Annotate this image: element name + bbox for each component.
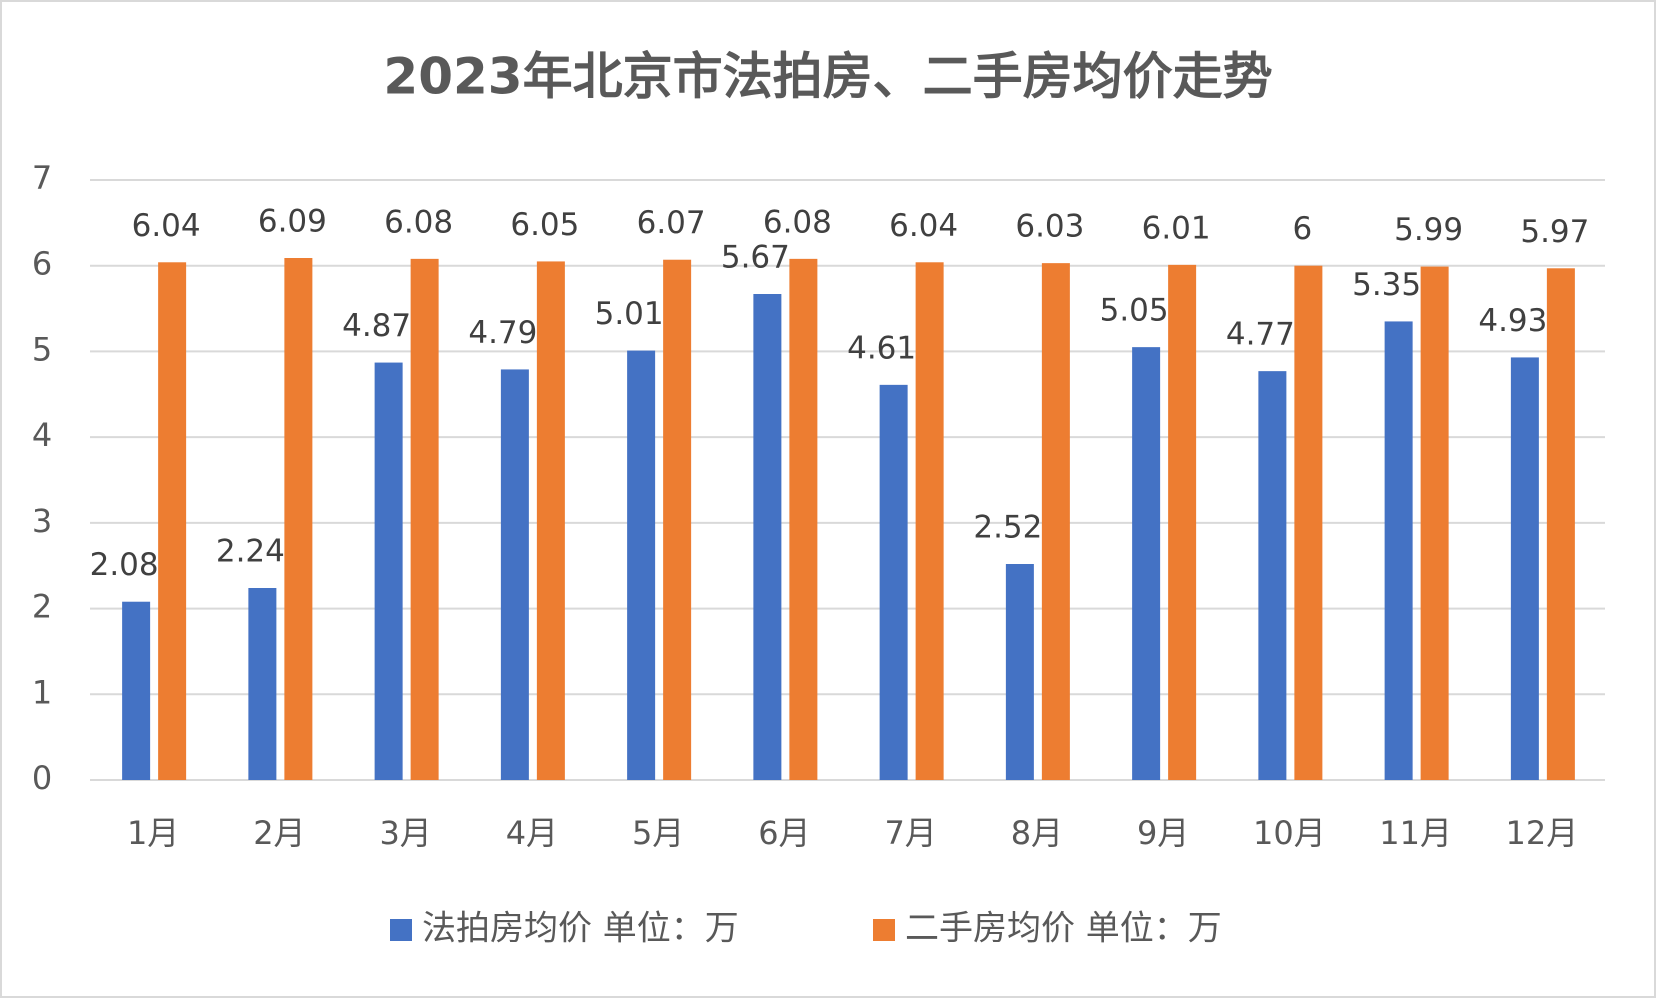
bar [1546, 268, 1575, 780]
value-label: 4.61 [847, 330, 916, 366]
value-label: 4.77 [1226, 317, 1295, 353]
value-label: 6.08 [763, 204, 832, 240]
value-label: 4.79 [468, 315, 537, 351]
value-label: 5.97 [1520, 214, 1589, 250]
bar [1132, 347, 1161, 780]
x-tick-label: 2月 [253, 814, 305, 852]
bar [248, 588, 277, 780]
y-tick-label: 7 [32, 159, 52, 197]
bar [158, 262, 187, 780]
value-label: 2.24 [216, 534, 285, 570]
bar [1294, 265, 1323, 780]
value-label: 6.09 [258, 204, 327, 240]
y-tick-label: 4 [32, 416, 52, 454]
x-tick-label: 12月 [1506, 814, 1579, 852]
value-label: 5.35 [1352, 267, 1421, 303]
legend-label: 二手房均价 单位：万 [905, 909, 1222, 949]
value-label: 5.67 [721, 240, 790, 276]
legend-swatch [873, 919, 895, 941]
bar [1420, 266, 1449, 781]
y-tick-label: 2 [32, 588, 52, 626]
value-label: 5.01 [595, 296, 664, 332]
bar [1510, 357, 1539, 780]
legend-label: 法拍房均价 单位：万 [422, 909, 739, 949]
bar [915, 262, 944, 780]
bar [1005, 564, 1034, 780]
value-label: 6.04 [132, 208, 201, 244]
bar [1041, 263, 1070, 781]
value-label: 6.04 [889, 208, 958, 244]
bar [374, 362, 403, 780]
y-tick-label: 5 [32, 330, 52, 368]
x-tick-label: 9月 [1137, 814, 1189, 852]
x-tick-label: 4月 [506, 814, 558, 852]
bar [627, 350, 656, 780]
x-tick-label: 6月 [758, 814, 810, 852]
value-label: 4.87 [342, 308, 411, 344]
x-tick-label: 8月 [1011, 814, 1063, 852]
bar [536, 261, 565, 780]
y-tick-label: 0 [32, 759, 52, 797]
x-tick-label: 3月 [379, 814, 431, 852]
value-label: 6.03 [1015, 209, 1084, 245]
bar [500, 369, 529, 780]
value-label: 5.99 [1394, 212, 1463, 248]
y-tick-label: 6 [32, 245, 52, 283]
bar [284, 258, 313, 780]
bar [753, 294, 782, 780]
x-tick-label: 10月 [1253, 814, 1326, 852]
x-tick-label: 5月 [632, 814, 684, 852]
bar [1168, 264, 1197, 780]
x-tick-label: 1月 [127, 814, 179, 852]
value-label: 2.52 [973, 510, 1042, 546]
x-tick-label: 11月 [1379, 814, 1452, 852]
y-tick-label: 1 [32, 673, 52, 711]
value-label: 6.01 [1142, 210, 1211, 246]
bar [1258, 371, 1287, 780]
bar [410, 258, 439, 780]
x-tick-label: 7月 [884, 814, 936, 852]
value-label: 6.08 [384, 204, 453, 240]
value-label: 4.93 [1478, 303, 1547, 339]
value-label: 5.05 [1100, 293, 1169, 329]
bar [789, 258, 818, 780]
bar [663, 259, 692, 780]
bar [879, 384, 908, 780]
y-tick-label: 3 [32, 502, 52, 540]
value-label: 2.08 [90, 547, 159, 583]
value-label: 6.05 [510, 207, 579, 243]
chart-title: 2023年北京市法拍房、二手房均价走势 [383, 48, 1272, 106]
value-label: 6 [1293, 211, 1313, 247]
legend-swatch [390, 919, 412, 941]
bar [122, 601, 151, 780]
bar [1384, 321, 1413, 780]
value-label: 6.07 [637, 205, 706, 241]
